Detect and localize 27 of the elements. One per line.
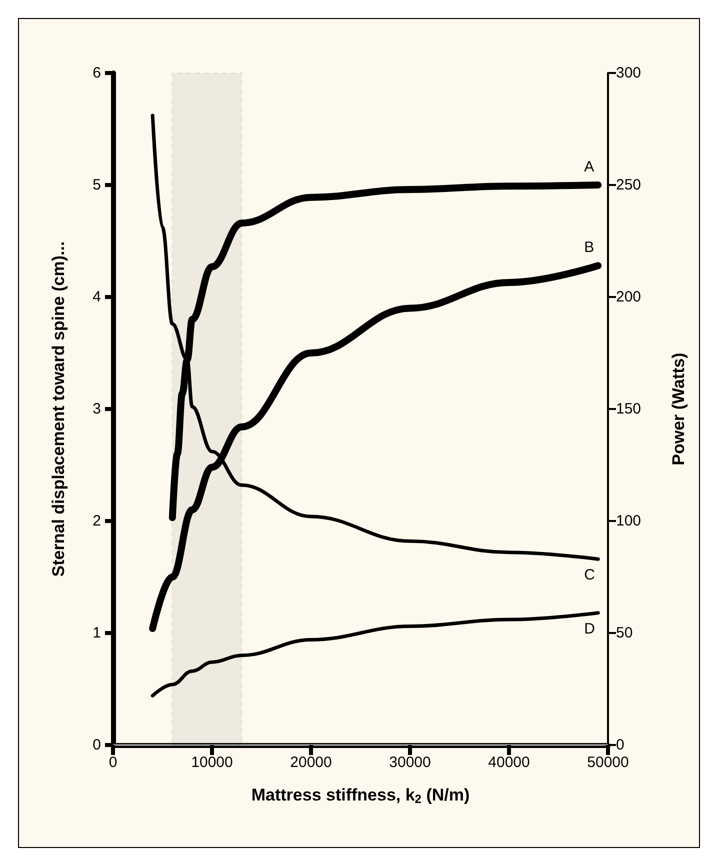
y-tick-label: 0	[92, 736, 101, 754]
series-label: C	[584, 566, 596, 584]
x-tick-label: 50000	[587, 754, 629, 771]
y-tick-label: 3	[92, 400, 101, 418]
y2-tick-label: 50	[616, 624, 633, 642]
y-axis-title: Sternal displacement toward spine (cm)...	[49, 241, 68, 577]
series-label: B	[584, 239, 594, 256]
y2-tick-label: 0	[616, 736, 624, 754]
y2-axis-title: Power (Watts)	[669, 352, 688, 466]
y2-tick-label: 300	[616, 64, 642, 82]
x-tick-label: 20000	[290, 754, 332, 771]
series-label: A	[584, 158, 594, 176]
y2-tick-label: 100	[616, 512, 642, 530]
x-tick-label: 0	[108, 754, 118, 771]
x-tick-label: 10000	[191, 754, 233, 771]
y-tick-label: 4	[92, 288, 101, 306]
y2-tick-label: 250	[616, 176, 642, 194]
x-tick-label: 40000	[488, 754, 530, 771]
line-series	[150, 611, 600, 698]
x-tick-label: 30000	[389, 754, 431, 771]
y-tick-label: 1	[92, 624, 101, 642]
y-tick-label: 5	[92, 176, 101, 194]
y2-tick-label: 150	[616, 400, 642, 418]
y-tick-label: 2	[92, 512, 101, 530]
series-label: D	[584, 620, 596, 638]
y2-tick-label: 200	[616, 288, 642, 306]
y-tick-label: 6	[92, 64, 101, 82]
